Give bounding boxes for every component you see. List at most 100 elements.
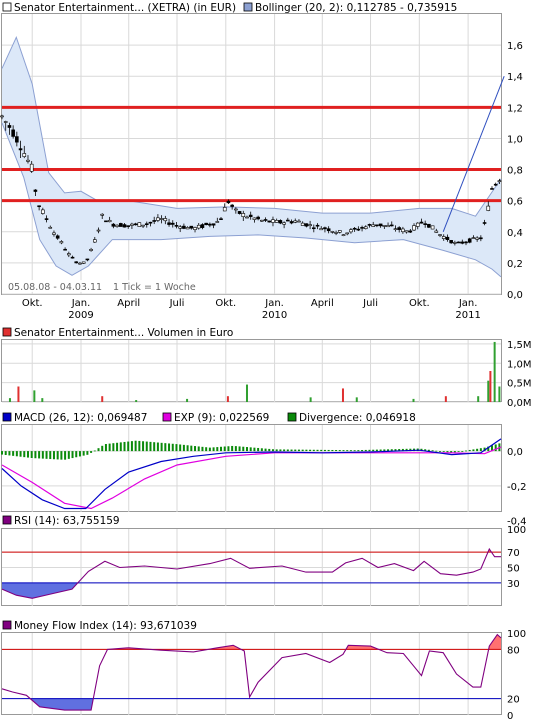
divergence-bar (19, 451, 22, 457)
candle-body (11, 129, 15, 137)
divergence-bar (238, 446, 241, 452)
rsi-legend-label: RSI (14): 63,755159 (14, 515, 120, 527)
candle-body (156, 217, 160, 221)
candle-body (18, 148, 23, 151)
divergence-bar (60, 451, 63, 460)
divergence-bar (364, 449, 367, 452)
divergence-bar (49, 451, 52, 460)
divergence-bar (290, 449, 293, 452)
mfi-panel: 0 20 80 100 (1, 629, 526, 722)
divergence-bar (208, 447, 211, 452)
exp-line (1, 446, 502, 510)
divergence-bar (142, 441, 145, 452)
divergence-bar (186, 445, 189, 452)
divergence-bar (205, 447, 208, 452)
divergence-bar (268, 448, 271, 452)
candle-body (81, 261, 86, 264)
volume-bar (355, 397, 358, 402)
divergence-bar (41, 451, 44, 459)
divergence-bar (71, 451, 74, 459)
candle-body (438, 234, 442, 236)
divergence-bar (145, 441, 148, 452)
candle-body (371, 224, 376, 227)
macd-grid (2, 425, 501, 512)
candle-body (282, 222, 286, 225)
divergence-bar (431, 450, 434, 452)
rsi-panel: 30 50 70 100 (1, 525, 526, 606)
rsi-legend: RSI (14): 63,755159 (2, 515, 120, 527)
candle-body (475, 237, 479, 240)
divergence-bar (168, 443, 171, 452)
candle-body (341, 234, 346, 236)
y-tick-label: 1,2 (507, 103, 523, 114)
candle-body (490, 188, 494, 190)
divergence-bar (301, 449, 304, 452)
x-year-label: 2010 (262, 310, 287, 321)
divergence-bar (86, 451, 89, 455)
macd-legend-swatch (2, 412, 12, 422)
divergence-bar (342, 450, 345, 452)
divergence-bar (164, 443, 167, 452)
divergence-bar (108, 443, 111, 452)
exp-legend-swatch (162, 412, 172, 422)
divergence-bar (216, 447, 219, 452)
macd-lines (1, 438, 502, 510)
divergence-bar (220, 446, 223, 452)
candle-body (78, 262, 82, 265)
rsi-legend-swatch (2, 515, 12, 525)
candle-body (345, 232, 350, 235)
volume-y-axis: 0,0M 0,5M 1,0M 1,5M (507, 340, 532, 409)
divergence-bar (335, 450, 338, 452)
volume-grid (2, 340, 501, 403)
x-axis: Okt. Jan. April Juli Okt. Jan. April Juli Okt. Ja… (22, 298, 481, 321)
candle-body (22, 153, 27, 157)
candle-body (382, 225, 387, 227)
candle-body (360, 227, 364, 229)
divergence-bar (494, 444, 497, 452)
volume-bar (444, 396, 447, 402)
candle-body (419, 221, 424, 224)
candle-body (96, 229, 101, 232)
divergence-bar (476, 448, 479, 452)
x-tick-label: April (117, 298, 140, 309)
divergence-bar (357, 450, 360, 452)
divergence-bar (472, 449, 475, 452)
divergence-bar (26, 451, 29, 458)
x-tick-label: Okt. (409, 298, 430, 309)
candle-body (464, 241, 468, 244)
tick-note: 1 Tick = 1 Woche (113, 282, 196, 293)
candle-body (167, 222, 171, 225)
volume-bar (487, 380, 490, 402)
divergence-bar (12, 451, 15, 456)
volume-bar (17, 386, 20, 402)
candle-body (200, 224, 205, 228)
candle-body (352, 227, 357, 230)
divergence-bar (23, 451, 26, 458)
divergence-bar (1, 451, 3, 455)
rsi-line (1, 547, 501, 599)
divergence-bar (468, 449, 471, 452)
divergence-bar (234, 446, 237, 452)
candle-body (300, 222, 305, 226)
y-tick-label: -0,2 (507, 482, 527, 493)
divergence-bar (231, 445, 234, 452)
macd-line (1, 438, 502, 510)
divergence-bar (283, 449, 286, 452)
candle-body (59, 241, 64, 244)
candle-body (219, 218, 223, 220)
volume-bar (186, 398, 189, 402)
volume-bar (493, 341, 496, 402)
candle-body (367, 224, 372, 226)
candle-body (93, 239, 97, 243)
y-tick-label: 0,0 (507, 447, 523, 458)
divergence-bar (242, 446, 245, 452)
x-tick-label: April (311, 298, 334, 309)
divergence-bar (375, 449, 378, 452)
candle-body (70, 256, 75, 259)
candle-body (497, 180, 502, 182)
divergence-bar (305, 449, 308, 452)
divergence-bar (212, 447, 215, 452)
divergence-bar (52, 451, 55, 460)
x-tick-label: Juli (362, 298, 378, 309)
